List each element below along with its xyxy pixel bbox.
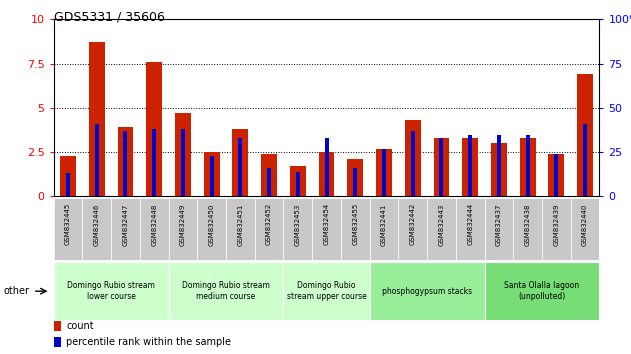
Text: count: count bbox=[66, 321, 94, 331]
Text: phosphogypsum stacks: phosphogypsum stacks bbox=[382, 287, 472, 296]
Text: Santa Olalla lagoon
(unpolluted): Santa Olalla lagoon (unpolluted) bbox=[504, 281, 579, 301]
Bar bbox=[54, 337, 61, 347]
Bar bbox=[370, 262, 485, 320]
Text: GSM832442: GSM832442 bbox=[410, 203, 416, 245]
Text: percentile rank within the sample: percentile rank within the sample bbox=[66, 337, 232, 347]
Bar bbox=[296, 172, 300, 196]
Text: GSM832448: GSM832448 bbox=[151, 203, 157, 246]
Bar bbox=[146, 62, 162, 196]
Text: GSM832440: GSM832440 bbox=[582, 203, 588, 246]
Text: GSM832443: GSM832443 bbox=[439, 203, 444, 246]
Text: Domingo Rubio
stream upper course: Domingo Rubio stream upper course bbox=[286, 281, 367, 301]
Bar bbox=[319, 152, 334, 196]
Text: GSM832444: GSM832444 bbox=[467, 203, 473, 245]
Bar bbox=[140, 198, 168, 260]
Bar bbox=[226, 198, 255, 260]
Text: GDS5331 / 35606: GDS5331 / 35606 bbox=[54, 11, 165, 24]
Bar bbox=[239, 138, 242, 196]
Bar bbox=[261, 154, 277, 196]
Bar bbox=[60, 156, 76, 196]
Bar bbox=[577, 74, 593, 196]
Text: GSM832447: GSM832447 bbox=[122, 203, 129, 246]
Bar bbox=[398, 198, 427, 260]
Text: GSM832446: GSM832446 bbox=[94, 203, 100, 246]
Text: GSM832454: GSM832454 bbox=[324, 203, 329, 245]
Text: Domingo Rubio stream
lower course: Domingo Rubio stream lower course bbox=[67, 281, 155, 301]
Bar bbox=[255, 198, 283, 260]
Bar bbox=[427, 198, 456, 260]
Bar bbox=[370, 198, 398, 260]
Bar bbox=[376, 149, 392, 196]
Bar bbox=[542, 198, 570, 260]
Bar bbox=[54, 198, 83, 260]
Bar bbox=[66, 173, 70, 196]
Bar bbox=[341, 198, 370, 260]
Bar bbox=[209, 156, 214, 196]
Bar bbox=[283, 262, 370, 320]
Bar bbox=[117, 127, 133, 196]
Bar bbox=[204, 152, 220, 196]
Bar bbox=[348, 159, 363, 196]
Bar bbox=[168, 262, 283, 320]
Bar bbox=[111, 198, 140, 260]
Bar bbox=[267, 168, 271, 196]
Bar bbox=[54, 321, 61, 331]
Bar bbox=[168, 198, 198, 260]
Bar bbox=[198, 198, 226, 260]
Bar bbox=[520, 138, 536, 196]
Bar bbox=[290, 166, 305, 196]
Bar bbox=[83, 198, 111, 260]
Bar bbox=[353, 168, 357, 196]
Bar bbox=[463, 138, 478, 196]
Text: GSM832439: GSM832439 bbox=[553, 203, 559, 246]
Text: GSM832450: GSM832450 bbox=[209, 203, 215, 246]
Bar bbox=[95, 124, 98, 196]
Bar bbox=[526, 135, 529, 196]
Bar bbox=[439, 138, 444, 196]
Bar bbox=[468, 135, 472, 196]
Text: GSM832445: GSM832445 bbox=[65, 203, 71, 245]
Bar bbox=[583, 124, 587, 196]
Bar bbox=[456, 198, 485, 260]
Bar bbox=[283, 198, 312, 260]
Text: GSM832437: GSM832437 bbox=[496, 203, 502, 246]
Bar bbox=[124, 131, 127, 196]
Text: GSM832441: GSM832441 bbox=[381, 203, 387, 246]
Text: Domingo Rubio stream
medium course: Domingo Rubio stream medium course bbox=[182, 281, 270, 301]
Bar bbox=[485, 198, 513, 260]
Bar bbox=[181, 129, 185, 196]
Text: GSM832451: GSM832451 bbox=[237, 203, 244, 246]
Bar bbox=[324, 138, 329, 196]
Text: GSM832449: GSM832449 bbox=[180, 203, 186, 246]
Bar bbox=[152, 129, 156, 196]
Bar bbox=[491, 143, 507, 196]
Bar bbox=[405, 120, 421, 196]
Bar bbox=[382, 149, 386, 196]
Bar bbox=[485, 262, 599, 320]
Bar bbox=[497, 135, 501, 196]
Bar bbox=[433, 138, 449, 196]
Bar bbox=[555, 154, 558, 196]
Bar bbox=[54, 262, 168, 320]
Text: GSM832453: GSM832453 bbox=[295, 203, 301, 246]
Bar bbox=[570, 198, 599, 260]
Text: GSM832452: GSM832452 bbox=[266, 203, 272, 245]
Bar bbox=[548, 154, 564, 196]
Text: GSM832455: GSM832455 bbox=[352, 203, 358, 245]
Text: GSM832438: GSM832438 bbox=[524, 203, 531, 246]
Bar bbox=[89, 42, 105, 196]
Bar bbox=[513, 198, 542, 260]
Bar bbox=[312, 198, 341, 260]
Text: other: other bbox=[3, 286, 29, 296]
Bar bbox=[232, 129, 248, 196]
Bar bbox=[411, 131, 415, 196]
Bar bbox=[175, 113, 191, 196]
